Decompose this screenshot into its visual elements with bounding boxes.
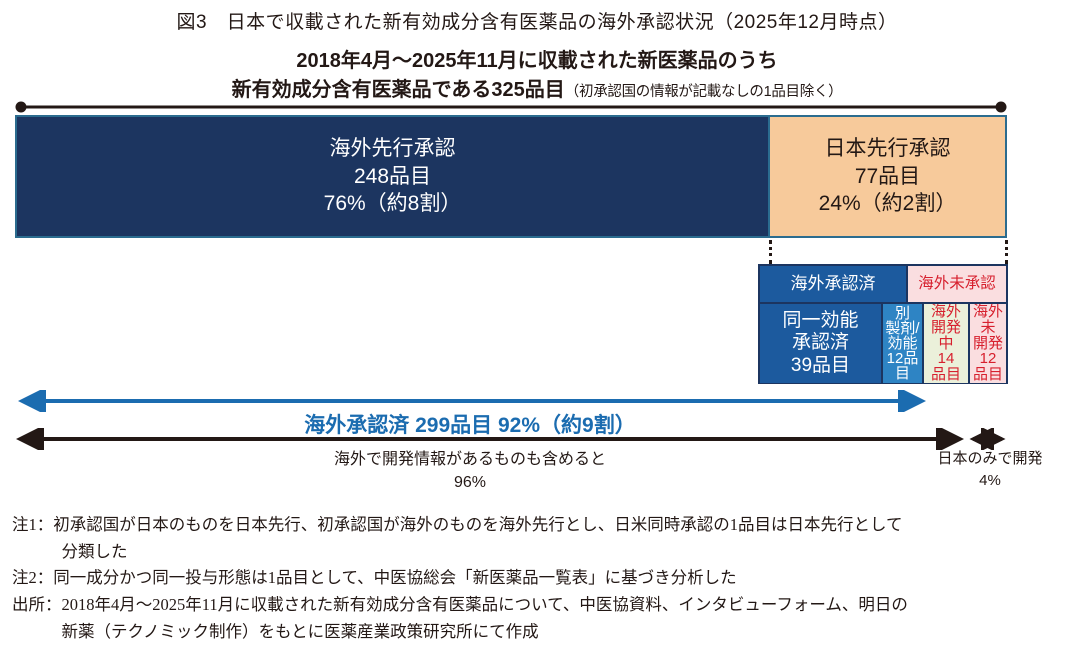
footnote-text: 同一成分かつ同一投与形態は1品目として、中医協総会「新医薬品一覧表」に基づき分析… — [53, 568, 737, 588]
in-development-line-2: 開発中 — [930, 318, 961, 352]
japan-only-line-2: 4% — [979, 471, 1001, 489]
in-development-line-3: 14 — [937, 350, 955, 368]
footnote-text: 分類した — [61, 541, 128, 561]
in-development-line-1: 海外 — [930, 304, 961, 320]
footnote-row: 注1： 初承認国が日本のものを日本先行、初承認国が海外のものを海外先行とし、日米同… — [12, 512, 1067, 539]
japan-only-label: 日本のみで開発 4% — [915, 448, 1065, 492]
footnote-row: 注2： 同一成分かつ同一投与形態は1品目として、中医協総会「新医薬品一覧表」に基づ… — [12, 565, 1067, 592]
footnote-row: 出所： 2018年4月〜2025年11月に収載された新有効成分含有医薬品について、… — [12, 592, 1067, 619]
footnote-row: 分類した — [12, 539, 1067, 566]
overseas-approved-arrow — [18, 390, 926, 412]
same-efficacy-line-2: 承認済 — [791, 332, 849, 354]
footnote-tag — [12, 619, 62, 646]
same-efficacy-line-1: 同一効能 — [782, 309, 859, 331]
overseas-first-share: 76%（約8割） — [323, 192, 462, 216]
breakdown-header-row: 海外承認済 海外未承認 — [760, 266, 1006, 302]
footnote-text: 新薬（テクノミック制作）をもとに医薬産業政策研究所にて作成 — [61, 621, 539, 641]
footnote-row: 新薬（テクノミック制作）をもとに医薬産業政策研究所にて作成 — [12, 619, 1067, 646]
bar-segment-japan-first[interactable]: 日本先行承認 77品目 24%（約2割） — [770, 117, 1005, 236]
total-span-rule — [15, 101, 1007, 113]
overseas-info-line-1: 海外で開発情報があるものも含めると — [333, 451, 606, 468]
other-form-line-4: 12品 — [886, 349, 919, 367]
page-title: 図3 日本で収載された新有効成分含有医薬品の海外承認状況（2025年12月時点） — [176, 12, 898, 33]
subtitle-note-text: （初承認国の情報が記載なしの1品目除く） — [564, 84, 843, 100]
footnote-tag: 注2： — [12, 568, 54, 588]
other-form-line-1: 別 — [894, 304, 910, 322]
footnote-tag: 注1： — [12, 515, 54, 534]
breakdown-cell-not-developed[interactable]: 海外 未 開発 12 品目 — [970, 304, 1006, 383]
subtitle-line-1: 2018年4月〜2025年11月に収載された新医薬品のうち — [296, 50, 778, 72]
in-development-line-4: 品目 — [930, 366, 961, 383]
breakdown-unapproved-header-label: 海外未承認 — [918, 274, 996, 292]
dotted-connector-right — [1005, 240, 1008, 264]
overseas-first-count: 248品目 — [353, 164, 432, 188]
japan-first-count: 77品目 — [854, 164, 921, 188]
breakdown-cell-in-development[interactable]: 海外 開発中 14 品目 — [924, 304, 970, 383]
overseas-info-line-2: 96% — [453, 474, 487, 492]
not-developed-line-4: 12 — [979, 350, 997, 368]
breakdown-cell-same-efficacy[interactable]: 同一効能 承認済 39品目 — [760, 304, 883, 383]
other-form-line-3: 効能 — [887, 334, 918, 352]
japan-first-share: 24%（約2割） — [818, 192, 957, 216]
not-developed-line-2: 未 — [980, 318, 996, 336]
main-stacked-bar: 海外先行承認 248品目 76%（約8割） 日本先行承認 77品目 24%（約2… — [15, 115, 1007, 238]
not-developed-line-3: 開発 — [972, 334, 1003, 352]
breakdown-approved-header[interactable]: 海外承認済 — [760, 266, 908, 302]
breakdown-detail-row: 同一効能 承認済 39品目 別 製剤/ 効能 12品 目 海外 開発中 14 品… — [760, 302, 1006, 383]
breakdown-panel: 海外承認済 海外未承認 同一効能 承認済 39品目 別 製剤/ 効能 12品 目… — [758, 264, 1008, 384]
bar-segment-overseas-first[interactable]: 海外先行承認 248品目 76%（約8割） — [17, 117, 770, 236]
japan-first-label: 日本先行承認 — [824, 136, 951, 160]
footnotes: 注1： 初承認国が日本のものを日本先行、初承認国が海外のものを海外先行とし、日米同… — [12, 512, 1067, 646]
japan-only-line-1: 日本のみで開発 — [937, 450, 1043, 467]
overseas-first-label: 海外先行承認 — [329, 136, 456, 160]
other-form-line-2: 製剤/ — [885, 319, 920, 337]
not-developed-line-1: 海外 — [972, 304, 1003, 320]
subtitle-main-text: 新有効成分含有医薬品である325品目 — [231, 79, 565, 101]
dotted-connector-left — [769, 240, 772, 264]
subtitle-block: 2018年4月〜2025年11月に収載された新医薬品のうち 新有効成分含有医薬品… — [0, 47, 1074, 105]
other-form-line-5: 目 — [894, 364, 910, 382]
breakdown-cell-other-formulation[interactable]: 別 製剤/ 効能 12品 目 — [883, 304, 924, 383]
breakdown-unapproved-header[interactable]: 海外未承認 — [908, 266, 1006, 302]
footnote-text: 2018年4月〜2025年11月に収載された新有効成分含有医薬品について、中医協… — [61, 595, 908, 615]
footnote-text: 初承認国が日本のものを日本先行、初承認国が海外のものを海外先行とし、日米同時承認… — [53, 515, 903, 534]
not-developed-line-5: 品目 — [972, 366, 1003, 383]
overseas-info-arrow — [16, 428, 1006, 450]
same-efficacy-line-3: 39品目 — [790, 354, 851, 376]
footnote-tag — [12, 539, 62, 566]
subtitle-line-2: 新有効成分含有医薬品である325品目（初承認国の情報が記載なしの1品目除く） — [0, 76, 1074, 105]
breakdown-approved-header-label: 海外承認済 — [790, 273, 876, 293]
footnote-tag: 出所： — [12, 595, 62, 615]
overseas-info-arrow-label: 海外で開発情報があるものも含めると 96% — [15, 448, 925, 494]
